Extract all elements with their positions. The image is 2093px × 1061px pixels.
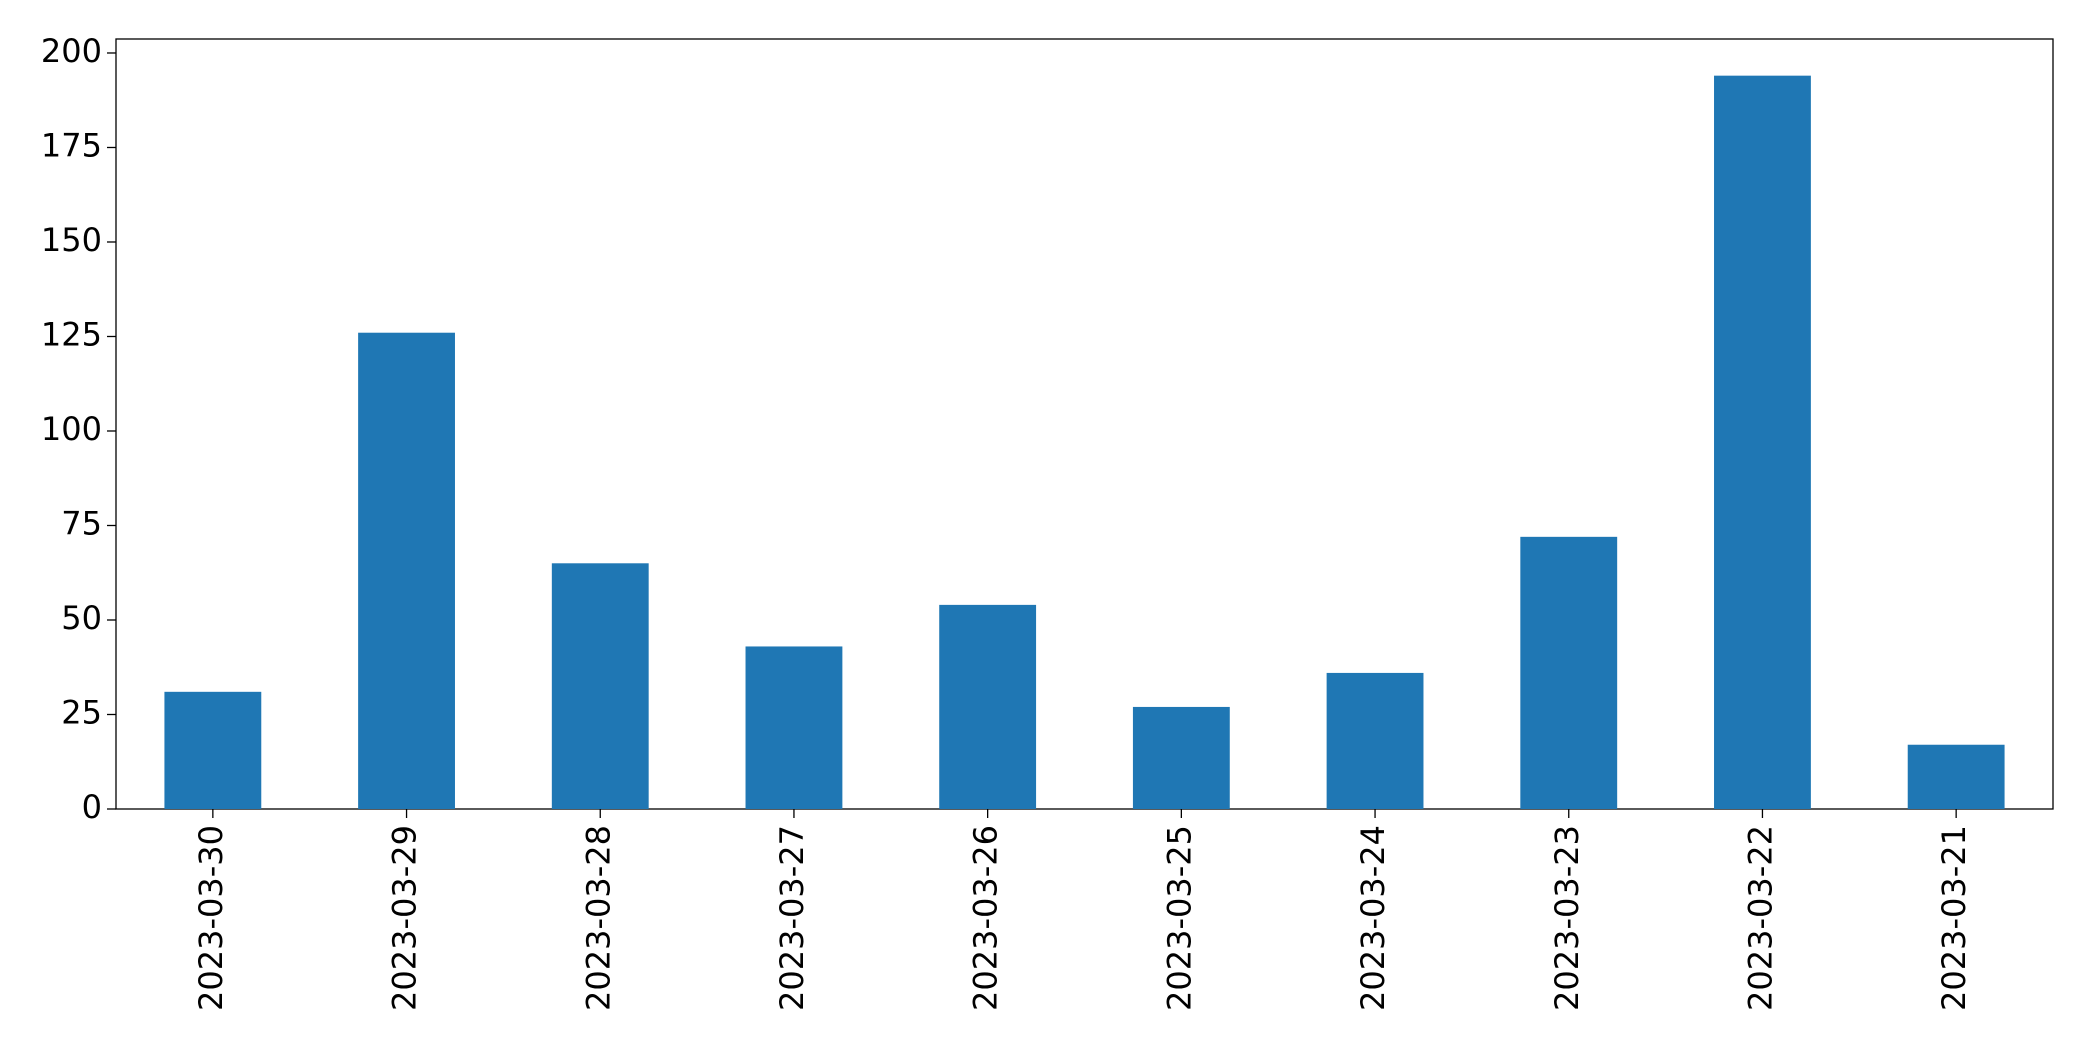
- bar: [1714, 75, 1811, 809]
- y-tick-label: 125: [41, 315, 102, 353]
- bar: [164, 691, 262, 809]
- y-tick-label: 50: [61, 599, 102, 637]
- x-tick-label: 2023-03-26: [967, 825, 1005, 1011]
- x-tick-label: 2023-03-21: [1935, 825, 1973, 1011]
- bar: [1132, 706, 1230, 809]
- x-tick-label: 2023-03-28: [579, 825, 617, 1011]
- x-tick-label: 2023-03-24: [1354, 825, 1392, 1011]
- bar: [939, 604, 1037, 809]
- x-tick-label: 2023-03-27: [773, 825, 811, 1011]
- bar: [358, 332, 455, 809]
- bar: [1907, 744, 2005, 809]
- y-tick-label: 75: [61, 504, 102, 542]
- y-tick-label: 25: [61, 693, 102, 731]
- plot-frame: [115, 38, 2054, 810]
- y-tick-label: 0: [82, 788, 102, 826]
- bar: [745, 646, 843, 809]
- x-tick-label: 2023-03-30: [192, 825, 230, 1011]
- x-tick-label: 2023-03-23: [1548, 825, 1586, 1011]
- x-tick-label: 2023-03-29: [386, 825, 424, 1011]
- bar: [1520, 536, 1618, 809]
- y-tick-label: 200: [41, 32, 102, 70]
- x-tick-label: 2023-03-25: [1160, 825, 1198, 1011]
- x-tick-label: 2023-03-22: [1741, 825, 1779, 1011]
- y-tick-label: 175: [41, 126, 102, 164]
- y-tick-label: 100: [41, 410, 102, 448]
- bar: [1326, 672, 1424, 809]
- bar: [551, 563, 649, 809]
- y-tick-label: 150: [41, 221, 102, 259]
